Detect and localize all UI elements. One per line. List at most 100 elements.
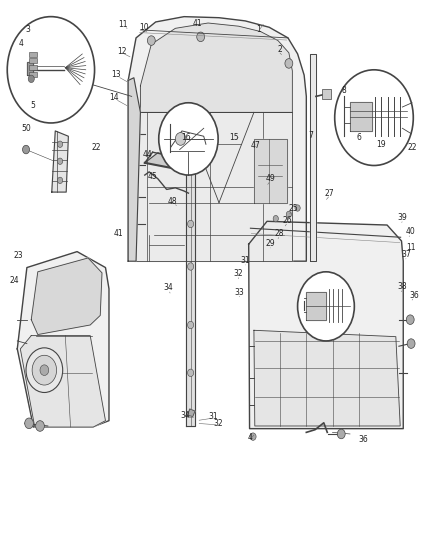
Text: 23: 23 bbox=[13, 252, 23, 260]
Text: 33: 33 bbox=[235, 287, 244, 296]
Text: 22: 22 bbox=[91, 143, 101, 152]
Text: 7: 7 bbox=[308, 131, 313, 140]
FancyBboxPatch shape bbox=[29, 72, 37, 77]
Polygon shape bbox=[249, 221, 403, 429]
Circle shape bbox=[337, 429, 345, 439]
Polygon shape bbox=[128, 78, 141, 261]
Text: 32: 32 bbox=[213, 419, 223, 428]
Circle shape bbox=[197, 32, 205, 42]
Circle shape bbox=[7, 17, 95, 123]
FancyBboxPatch shape bbox=[29, 65, 37, 70]
Text: 2: 2 bbox=[278, 45, 283, 54]
Text: 50: 50 bbox=[21, 124, 31, 133]
Circle shape bbox=[286, 211, 291, 217]
Text: 49: 49 bbox=[265, 174, 276, 183]
Circle shape bbox=[285, 59, 293, 68]
Text: 40: 40 bbox=[405, 228, 415, 237]
Text: 31: 31 bbox=[208, 412, 218, 421]
Circle shape bbox=[57, 158, 63, 165]
Text: 37: 37 bbox=[402, 251, 412, 260]
Text: 3: 3 bbox=[26, 25, 31, 34]
Circle shape bbox=[32, 356, 57, 385]
Text: 36: 36 bbox=[358, 435, 368, 444]
Text: 11: 11 bbox=[406, 244, 416, 253]
Text: 34: 34 bbox=[163, 283, 173, 292]
Text: 14: 14 bbox=[110, 93, 119, 102]
Polygon shape bbox=[31, 258, 102, 335]
Polygon shape bbox=[17, 252, 109, 427]
Circle shape bbox=[187, 369, 194, 376]
Text: 38: 38 bbox=[398, 282, 407, 291]
Text: 34: 34 bbox=[180, 411, 190, 420]
Circle shape bbox=[407, 339, 415, 349]
Text: 4: 4 bbox=[19, 39, 24, 49]
FancyBboxPatch shape bbox=[29, 58, 37, 63]
Circle shape bbox=[406, 315, 414, 325]
Text: 41: 41 bbox=[192, 19, 202, 28]
Text: 1: 1 bbox=[256, 26, 261, 35]
Text: 26: 26 bbox=[283, 216, 292, 225]
FancyBboxPatch shape bbox=[321, 90, 331, 99]
Text: 47: 47 bbox=[251, 141, 260, 150]
Text: 11: 11 bbox=[118, 20, 128, 29]
Polygon shape bbox=[254, 139, 287, 203]
Polygon shape bbox=[254, 330, 400, 426]
Text: 8: 8 bbox=[341, 85, 346, 94]
Circle shape bbox=[148, 36, 155, 45]
Circle shape bbox=[57, 177, 63, 183]
Circle shape bbox=[28, 75, 34, 83]
Circle shape bbox=[57, 141, 63, 148]
Circle shape bbox=[35, 421, 44, 431]
Text: 45: 45 bbox=[147, 172, 157, 181]
Text: 5: 5 bbox=[30, 101, 35, 110]
Text: 4: 4 bbox=[248, 433, 253, 442]
Circle shape bbox=[187, 220, 194, 228]
Text: 15: 15 bbox=[230, 133, 239, 142]
Polygon shape bbox=[141, 23, 292, 112]
Circle shape bbox=[187, 263, 194, 270]
Circle shape bbox=[25, 418, 33, 429]
Text: 24: 24 bbox=[10, 276, 19, 285]
Polygon shape bbox=[310, 54, 316, 261]
Polygon shape bbox=[27, 62, 33, 75]
Text: 41: 41 bbox=[114, 229, 124, 238]
Polygon shape bbox=[52, 131, 68, 192]
Circle shape bbox=[187, 321, 194, 329]
Text: 36: 36 bbox=[409, 291, 419, 300]
Polygon shape bbox=[186, 171, 195, 426]
Text: 29: 29 bbox=[266, 239, 276, 248]
Text: 32: 32 bbox=[234, 269, 244, 278]
Text: 28: 28 bbox=[275, 229, 284, 238]
Polygon shape bbox=[128, 17, 306, 261]
Text: 10: 10 bbox=[139, 23, 149, 32]
Circle shape bbox=[159, 103, 218, 175]
Circle shape bbox=[26, 348, 63, 392]
Circle shape bbox=[297, 272, 354, 341]
Circle shape bbox=[22, 146, 29, 154]
Polygon shape bbox=[20, 336, 106, 427]
Polygon shape bbox=[134, 112, 292, 261]
Circle shape bbox=[335, 70, 413, 165]
Circle shape bbox=[250, 433, 256, 440]
Polygon shape bbox=[306, 292, 326, 320]
Text: 6: 6 bbox=[356, 133, 361, 142]
Text: 16: 16 bbox=[181, 133, 191, 142]
Text: 22: 22 bbox=[408, 143, 417, 152]
Text: 27: 27 bbox=[325, 189, 334, 198]
Text: 25: 25 bbox=[288, 204, 298, 213]
Circle shape bbox=[40, 365, 49, 375]
FancyBboxPatch shape bbox=[29, 52, 37, 57]
Polygon shape bbox=[187, 409, 195, 416]
Circle shape bbox=[175, 133, 186, 146]
Polygon shape bbox=[145, 153, 186, 171]
Text: 13: 13 bbox=[112, 70, 121, 78]
Text: 12: 12 bbox=[117, 47, 127, 55]
Text: 19: 19 bbox=[376, 140, 385, 149]
Text: 48: 48 bbox=[167, 197, 177, 206]
Polygon shape bbox=[350, 102, 372, 131]
Text: 39: 39 bbox=[398, 213, 407, 222]
Text: 31: 31 bbox=[241, 256, 251, 264]
Text: 44: 44 bbox=[143, 150, 153, 159]
Circle shape bbox=[273, 215, 279, 222]
Circle shape bbox=[295, 205, 300, 211]
